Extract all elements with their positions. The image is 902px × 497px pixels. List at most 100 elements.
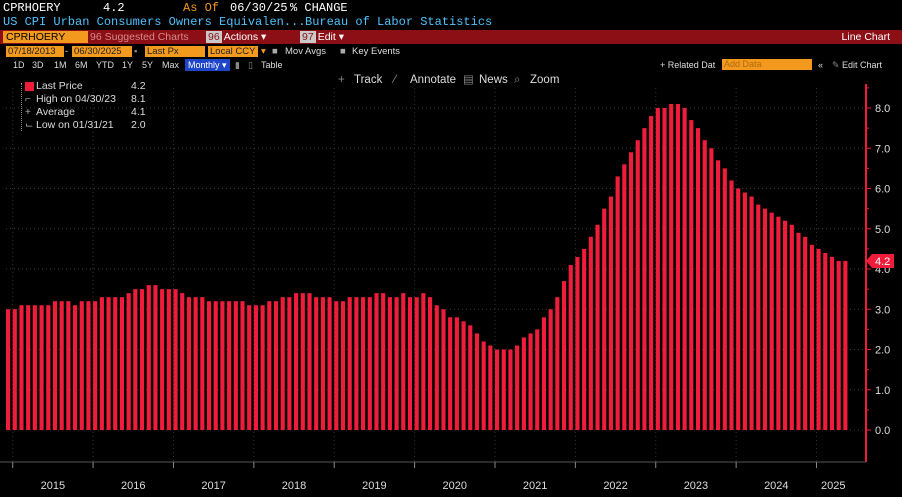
bar bbox=[381, 293, 386, 430]
news-button[interactable]: News bbox=[479, 74, 508, 86]
bar bbox=[59, 301, 64, 430]
period-bar: 1D 3D 1M 6M YTD 1Y 5Y Max Monthly ▾ ▮ ▯ … bbox=[0, 59, 902, 71]
as-of-label: As Of bbox=[183, 1, 220, 15]
bar bbox=[166, 289, 171, 431]
bar bbox=[361, 297, 366, 430]
y-tick-label: 3.0 bbox=[875, 304, 890, 316]
start-date-field[interactable]: 07/18/2013 bbox=[6, 46, 64, 57]
period-1d[interactable]: 1D bbox=[13, 60, 25, 70]
bar bbox=[434, 305, 439, 430]
bar bbox=[769, 212, 774, 430]
bar bbox=[809, 244, 814, 430]
period-1m[interactable]: 1M bbox=[54, 60, 67, 70]
bar bbox=[568, 264, 573, 430]
bar bbox=[52, 301, 58, 430]
legend-last[interactable]: Last Price 4.2 bbox=[10, 80, 150, 93]
mov-avgs-checkbox[interactable]: ■ bbox=[272, 46, 278, 57]
x-axis: 2015 2016 2017 2018 2019 2020 2021 2022 2023 2024… bbox=[0, 461, 866, 492]
actions-menu[interactable]: 96 Actions ▾ bbox=[206, 31, 266, 43]
average-marker-icon: + bbox=[25, 107, 31, 118]
chart-mode-icon[interactable]: ▮ bbox=[235, 60, 240, 70]
legend: Last Price 4.2 ⌐ High on 04/30/23 8.1 + … bbox=[10, 80, 150, 132]
bar bbox=[515, 345, 520, 430]
bar bbox=[461, 321, 466, 430]
edit-key: 97 bbox=[300, 31, 316, 43]
legend-low-value: 2.0 bbox=[131, 119, 146, 131]
key-events-checkbox[interactable]: ■ bbox=[340, 46, 346, 57]
add-data-input[interactable]: Add Data bbox=[722, 59, 812, 70]
bar bbox=[247, 305, 252, 430]
mode-label: % CHANGE bbox=[290, 1, 348, 15]
legend-average-label: Average bbox=[36, 106, 75, 118]
edit-chart-button[interactable]: Edit Chart bbox=[842, 60, 883, 70]
period-5y[interactable]: 5Y bbox=[142, 60, 154, 70]
legend-connector bbox=[21, 83, 23, 131]
bar bbox=[789, 224, 794, 430]
bar bbox=[119, 297, 125, 430]
bar bbox=[314, 297, 319, 430]
bar bbox=[394, 297, 399, 430]
bar bbox=[635, 140, 640, 430]
y-axis: 0.01.02.03.04.05.06.07.08.04.2 bbox=[865, 84, 894, 462]
frequency-selector[interactable]: Monthly ▾ bbox=[185, 59, 230, 71]
field-selector[interactable]: Last Px bbox=[145, 46, 205, 57]
table-button[interactable]: Table bbox=[261, 60, 283, 70]
pencil-icon: ⁄ bbox=[394, 74, 396, 86]
calendar-icon[interactable]: ▪ bbox=[134, 46, 138, 57]
edit-menu[interactable]: 97 Edit ▾ bbox=[300, 31, 344, 43]
x-tick-label: 2025 bbox=[821, 480, 845, 492]
suggested-charts-button[interactable]: 96 Suggested Charts bbox=[90, 31, 189, 43]
chevron-down-icon: ▾ bbox=[261, 31, 267, 43]
period-3d[interactable]: 3D bbox=[32, 60, 44, 70]
y-tick-label: 2.0 bbox=[875, 345, 890, 357]
track-button[interactable]: Track bbox=[354, 74, 383, 86]
header-line-1: CPRHOERY 4.2 As Of 06/30/25 % CHANGE bbox=[0, 0, 902, 15]
bar bbox=[669, 103, 674, 430]
last-value-tag bbox=[866, 253, 894, 268]
bar bbox=[79, 301, 84, 430]
collapse-icon[interactable]: « bbox=[818, 60, 824, 70]
bar bbox=[240, 301, 245, 430]
end-date-field[interactable]: 06/30/2025 bbox=[72, 46, 132, 57]
key-events-label: Key Events bbox=[352, 46, 401, 57]
last-value-tag-label: 4.2 bbox=[875, 256, 890, 268]
x-tick-label: 2016 bbox=[121, 480, 145, 492]
bar bbox=[474, 333, 480, 430]
zoom-button[interactable]: Zoom bbox=[530, 74, 560, 86]
bar bbox=[588, 236, 593, 430]
bar bbox=[93, 301, 98, 430]
related-data-button[interactable]: + Related Dat bbox=[660, 60, 716, 70]
bar bbox=[220, 301, 225, 430]
bar bbox=[575, 256, 580, 430]
chevron-down-icon[interactable]: ▾ bbox=[261, 46, 266, 57]
bar bbox=[628, 152, 634, 430]
bar bbox=[736, 188, 741, 430]
bar bbox=[407, 297, 413, 430]
bar bbox=[555, 297, 560, 430]
x-tick-label: 2020 bbox=[443, 480, 467, 492]
bar-series bbox=[6, 103, 848, 431]
as-of-date: 06/30/25 bbox=[230, 1, 288, 15]
period-ytd[interactable]: YTD bbox=[96, 60, 114, 70]
bar bbox=[682, 108, 687, 430]
legend-average: + Average 4.1 bbox=[10, 106, 150, 119]
y-tick-label: 6.0 bbox=[875, 184, 890, 196]
bar bbox=[729, 180, 734, 430]
bar bbox=[749, 196, 754, 430]
bar bbox=[32, 305, 37, 430]
bar bbox=[776, 216, 781, 430]
bar bbox=[347, 297, 352, 430]
bar bbox=[662, 108, 667, 430]
bar bbox=[756, 204, 761, 430]
bar bbox=[6, 309, 11, 430]
bar-chart-icon[interactable]: ▯ bbox=[248, 60, 253, 70]
x-tick-label: 2021 bbox=[523, 480, 547, 492]
period-6m[interactable]: 6M bbox=[75, 60, 88, 70]
period-max[interactable]: Max bbox=[162, 60, 180, 70]
currency-selector[interactable]: Local CCY bbox=[208, 46, 258, 57]
bar bbox=[320, 297, 325, 430]
annotate-button[interactable]: Annotate bbox=[410, 74, 457, 86]
bar bbox=[126, 293, 131, 430]
period-1y[interactable]: 1Y bbox=[122, 60, 134, 70]
